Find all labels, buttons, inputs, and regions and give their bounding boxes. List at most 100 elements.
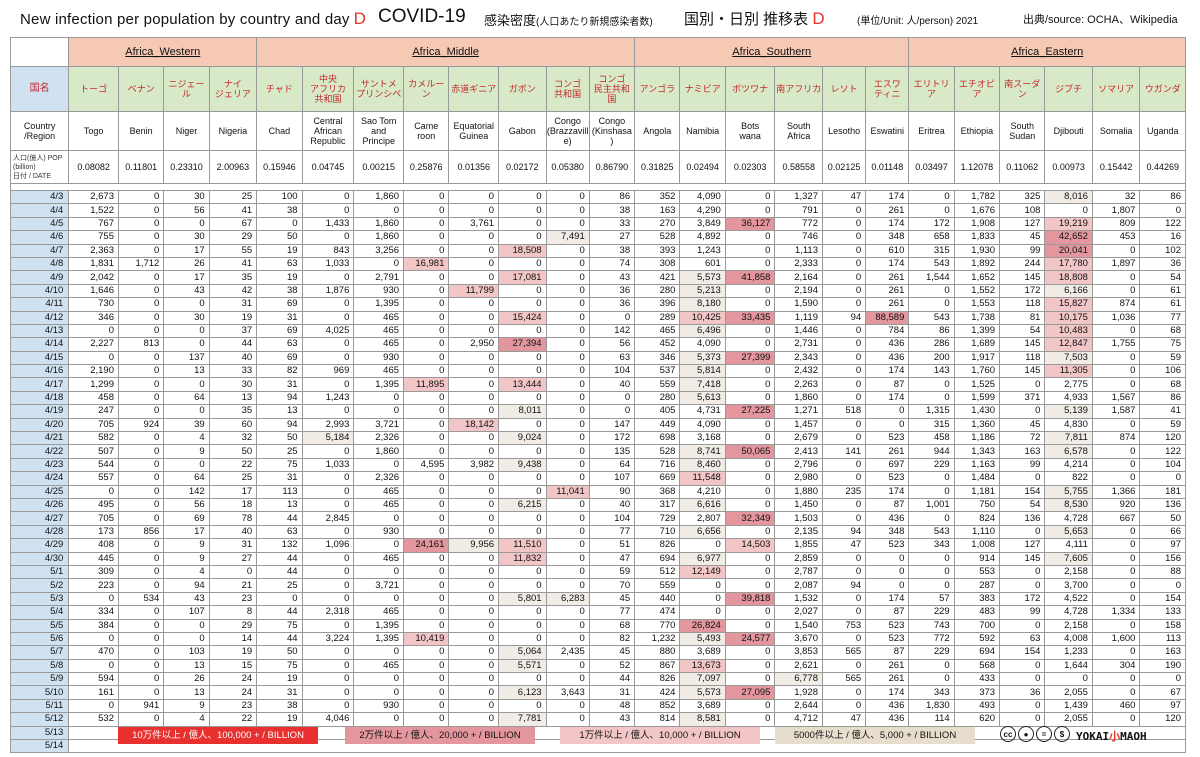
value-cell: 1,036 <box>1091 310 1141 325</box>
value-cell: 23 <box>208 698 258 714</box>
table-row: 5/1 309 0 4 0 44 0 0 0 0 0 0 59 512 12,149 0 2,787 0 0 0 553… <box>9 564 1186 580</box>
value-cell: 753 <box>821 618 867 633</box>
value-cell: 102 <box>1139 243 1186 258</box>
value-cell: 0 <box>545 578 590 593</box>
value-cell: 2,363 <box>68 243 119 258</box>
title-jp2-text: 国別・日別 推移表 <box>684 11 809 28</box>
table-row: 4/21 582 0 4 32 50 5,184 2,326 0 0 9,024 0 172 698 3,1… <box>9 431 1186 446</box>
value-cell: 0 <box>1091 377 1141 392</box>
value-cell: 0 <box>448 270 500 285</box>
value-cell: 0 <box>1091 645 1141 660</box>
value-cell: 173 <box>68 524 119 540</box>
date-cell: 4/28 <box>9 524 70 540</box>
country-name-en: Congo (Brazzavill e) <box>545 111 590 151</box>
value-cell: 0 <box>448 685 500 700</box>
table-row: 4/28 173 856 17 40 63 0 930 0 0 0 0 77 710 6,656 0 2,135… <box>9 524 1186 540</box>
value-cell: 4,712 <box>774 712 823 727</box>
value-cell: 94 <box>821 578 867 593</box>
value-cell: 99 <box>999 605 1046 620</box>
value-cell: 0 <box>724 364 776 379</box>
title-text: New infection per population by country … <box>20 11 350 28</box>
value-cell: 154 <box>999 645 1046 660</box>
date-cell: 5/7 <box>9 645 70 660</box>
date-cell: 5/8 <box>9 658 70 674</box>
table-row: 4/4 1,522 0 56 41 38 0 0 0 0 0 0 38 163 4,290 0 791 0 261 0… <box>9 203 1186 218</box>
value-cell: 436 <box>865 350 910 366</box>
corner-en: Country /Region <box>9 111 70 151</box>
value-cell: 0 <box>724 578 776 593</box>
value-cell: 118 <box>999 350 1046 366</box>
value-cell: 523 <box>865 618 910 633</box>
country-name-en: Somalia <box>1091 111 1141 151</box>
value-cell: 0 <box>908 390 955 406</box>
value-cell: 1,892 <box>953 256 1001 272</box>
value-cell: 601 <box>679 256 726 272</box>
value-cell: 383 <box>953 591 1001 607</box>
value-cell: 304 <box>1091 658 1141 674</box>
value-cell: 118 <box>999 297 1046 312</box>
value-cell: 43 <box>163 283 210 299</box>
value-cell: 0 <box>498 203 547 218</box>
value-cell: 54 <box>999 497 1046 513</box>
value-cell: 13,673 <box>679 658 726 674</box>
value-cell: 0 <box>117 243 165 258</box>
value-cell: 0 <box>68 658 119 674</box>
value-cell: 0 <box>821 564 867 580</box>
value-cell: 0 <box>1091 591 1141 607</box>
value-cell: 352 <box>634 189 681 205</box>
value-cell: 2,787 <box>774 564 823 580</box>
value-cell: 373 <box>953 685 1001 700</box>
value-cell: 0 <box>403 216 450 232</box>
value-cell: 0 <box>163 377 210 392</box>
value-cell: 94 <box>821 524 867 540</box>
value-cell: 75 <box>256 457 303 473</box>
country-name-jp: ウガンダ <box>1139 66 1186 112</box>
date-cell: 4/24 <box>9 471 70 486</box>
value-cell: 41 <box>1139 404 1186 419</box>
value-cell: 0 <box>353 511 405 526</box>
value-cell: 0 <box>498 471 547 486</box>
value-cell: 229 <box>908 605 955 620</box>
value-cell: 0 <box>821 337 867 352</box>
value-cell: 705 <box>68 417 119 433</box>
brand-logo: YOKAI小MAOH <box>1076 728 1147 744</box>
value-cell: 0 <box>724 497 776 513</box>
value-cell: 3,689 <box>679 698 726 714</box>
value-cell: 18,508 <box>498 243 547 258</box>
value-cell: 50 <box>256 230 303 245</box>
value-cell: 1,433 <box>301 216 355 232</box>
value-cell: 0 <box>448 497 500 513</box>
value-cell: 930 <box>353 698 405 714</box>
value-cell: 44 <box>256 511 303 526</box>
value-cell: 2,980 <box>774 471 823 486</box>
population-cell: 0.25876 <box>403 150 450 184</box>
value-cell: 0 <box>545 471 590 486</box>
value-cell: 0 <box>821 364 867 379</box>
value-cell: 0 <box>448 189 500 205</box>
value-cell: 26 <box>163 256 210 272</box>
value-cell: 174 <box>865 685 910 700</box>
region-header-row: Africa_Western Africa_Middle Africa_Southe… <box>9 37 1186 67</box>
date-cell: 4/21 <box>9 431 70 446</box>
value-cell: 0 <box>448 645 500 660</box>
value-cell: 6,977 <box>679 551 726 566</box>
value-cell: 0 <box>498 672 547 687</box>
value-cell: 0 <box>68 698 119 714</box>
value-cell: 48 <box>588 698 636 714</box>
value-cell: 2,333 <box>774 256 823 272</box>
value-cell: 346 <box>634 350 681 366</box>
value-cell: 0 <box>117 283 165 299</box>
value-cell: 0 <box>117 216 165 232</box>
value-cell: 0 <box>821 431 867 446</box>
value-cell: 1,233 <box>1044 645 1093 660</box>
value-cell: 174 <box>865 256 910 272</box>
date-cell: 4/23 <box>9 457 70 473</box>
value-cell: 0 <box>403 484 450 499</box>
value-cell: 99 <box>999 457 1046 473</box>
value-cell: 0 <box>724 564 776 580</box>
value-cell: 0 <box>724 243 776 258</box>
value-cell: 483 <box>953 605 1001 620</box>
value-cell: 0 <box>448 444 500 459</box>
value-cell: 86 <box>588 189 636 205</box>
value-cell: 18,808 <box>1044 270 1093 285</box>
